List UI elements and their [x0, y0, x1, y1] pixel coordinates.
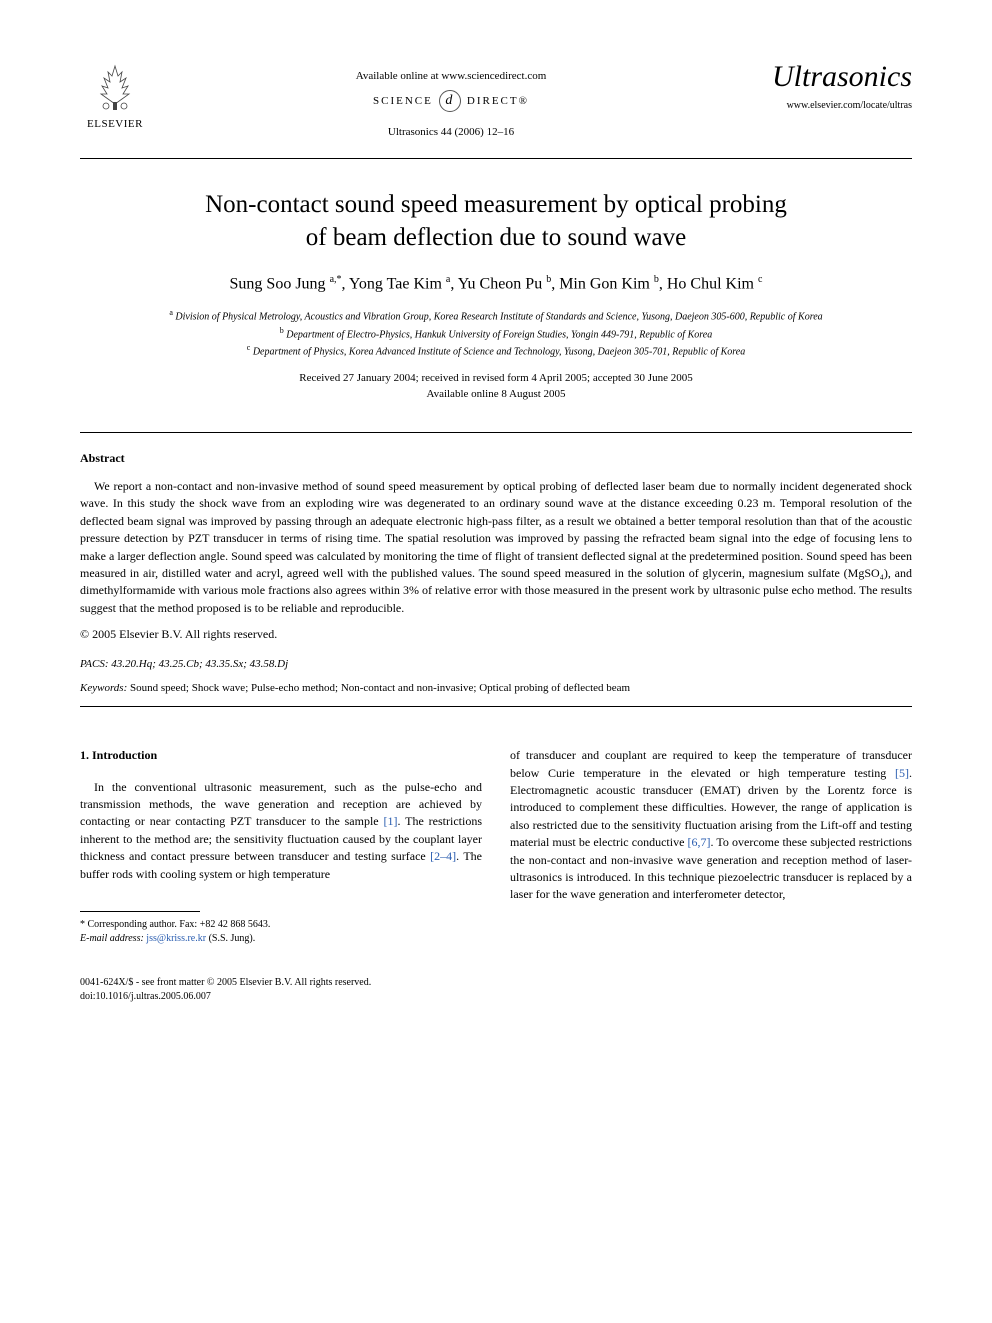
footer-line-2: doi:10.1016/j.ultras.2005.06.007: [80, 990, 912, 1004]
footnote-block: * Corresponding author. Fax: +82 42 868 …: [80, 918, 482, 946]
elsevier-tree-icon: [88, 60, 142, 114]
cite-2-4[interactable]: [2–4]: [430, 849, 456, 863]
intro-para-left: In the conventional ultrasonic measureme…: [80, 779, 482, 883]
page-footer: 0041-624X/$ - see front matter © 2005 El…: [80, 976, 912, 1004]
history-dates: Received 27 January 2004; received in re…: [80, 371, 912, 402]
author-4-sup: b: [654, 274, 659, 285]
author-1: Sung Soo Jung: [230, 275, 326, 292]
aff-a-sup: a: [169, 308, 173, 317]
intro-para-right: of transducer and couplant are required …: [510, 747, 912, 904]
keywords-bottom-rule: [80, 706, 912, 707]
sd-d-icon: d: [439, 90, 461, 112]
author-3: Yu Cheon Pu: [458, 275, 542, 292]
header-rule: [80, 158, 912, 159]
journal-name: Ultrasonics: [752, 60, 912, 94]
sciencedirect-logo: SCIENCE d DIRECT®: [150, 90, 752, 112]
abstract-heading: Abstract: [80, 451, 912, 466]
keywords-label: Keywords:: [80, 682, 127, 694]
corresponding-author: * Corresponding author. Fax: +82 42 868 …: [80, 918, 482, 932]
aff-a: Division of Physical Metrology, Acoustic…: [175, 312, 822, 323]
abstract-text: We report a non-contact and non-invasive…: [80, 478, 912, 617]
footer-line-1: 0041-624X/$ - see front matter © 2005 El…: [80, 976, 912, 990]
cite-1[interactable]: [1]: [384, 814, 398, 828]
author-2: Yong Tae Kim: [349, 275, 442, 292]
authors-list: Sung Soo Jung a,*, Yong Tae Kim a, Yu Ch…: [80, 274, 912, 293]
journal-brand-block: Ultrasonics www.elsevier.com/locate/ultr…: [752, 60, 912, 111]
author-3-sup: b: [546, 274, 551, 285]
pacs-label: PACS:: [80, 658, 109, 670]
author-2-sup: a: [446, 274, 450, 285]
keywords-line: Keywords: Sound speed; Shock wave; Pulse…: [80, 682, 912, 694]
author-4: Min Gon Kim: [559, 275, 650, 292]
aff-b-sup: b: [280, 326, 284, 335]
header-center: Available online at www.sciencedirect.co…: [150, 60, 752, 138]
footnote-rule: [80, 911, 200, 912]
keywords-text: Sound speed; Shock wave; Pulse-echo meth…: [130, 682, 630, 694]
journal-reference: Ultrasonics 44 (2006) 12–16: [150, 126, 752, 138]
author-5: Ho Chul Kim: [667, 275, 754, 292]
aff-c: Department of Physics, Korea Advanced In…: [253, 346, 745, 357]
cite-5[interactable]: [5]: [895, 766, 909, 780]
journal-url: www.elsevier.com/locate/ultras: [752, 100, 912, 111]
body-columns: 1. Introduction In the conventional ultr…: [80, 747, 912, 946]
author-5-sup: c: [758, 274, 762, 285]
title-line-1: Non-contact sound speed measurement by o…: [205, 191, 787, 218]
received-date: Received 27 January 2004; received in re…: [299, 372, 692, 384]
email-link[interactable]: jss@kriss.re.kr: [146, 933, 206, 944]
publisher-logo: ELSEVIER: [80, 60, 150, 130]
intro-heading: 1. Introduction: [80, 747, 482, 764]
email-name: (S.S. Jung).: [209, 933, 256, 944]
article-title: Non-contact sound speed measurement by o…: [80, 189, 912, 254]
title-line-2: of beam deflection due to sound wave: [306, 224, 686, 251]
sd-right: DIRECT®: [467, 95, 529, 107]
pacs-codes: 43.20.Hq; 43.25.Cb; 43.35.Sx; 43.58.Dj: [111, 658, 288, 670]
author-1-sup: a,*: [330, 274, 342, 285]
c2-t1: of transducer and couplant are required …: [510, 748, 912, 779]
column-right: of transducer and couplant are required …: [510, 747, 912, 946]
page-header: ELSEVIER Available online at www.science…: [80, 60, 912, 138]
sd-left: SCIENCE: [373, 95, 433, 107]
column-left: 1. Introduction In the conventional ultr…: [80, 747, 482, 946]
abstract-top-rule: [80, 432, 912, 433]
copyright-line: © 2005 Elsevier B.V. All rights reserved…: [80, 627, 912, 642]
email-label: E-mail address:: [80, 933, 144, 944]
aff-c-sup: c: [247, 343, 251, 352]
online-date: Available online 8 August 2005: [426, 388, 565, 400]
pacs-line: PACS: 43.20.Hq; 43.25.Cb; 43.35.Sx; 43.5…: [80, 658, 912, 670]
aff-b: Department of Electro-Physics, Hankuk Un…: [286, 329, 712, 340]
email-line: E-mail address: jss@kriss.re.kr (S.S. Ju…: [80, 932, 482, 946]
availability-text: Available online at www.sciencedirect.co…: [150, 70, 752, 82]
cite-6-7[interactable]: [6,7]: [688, 835, 711, 849]
elsevier-text: ELSEVIER: [80, 118, 150, 130]
affiliations: a Division of Physical Metrology, Acoust…: [80, 307, 912, 359]
